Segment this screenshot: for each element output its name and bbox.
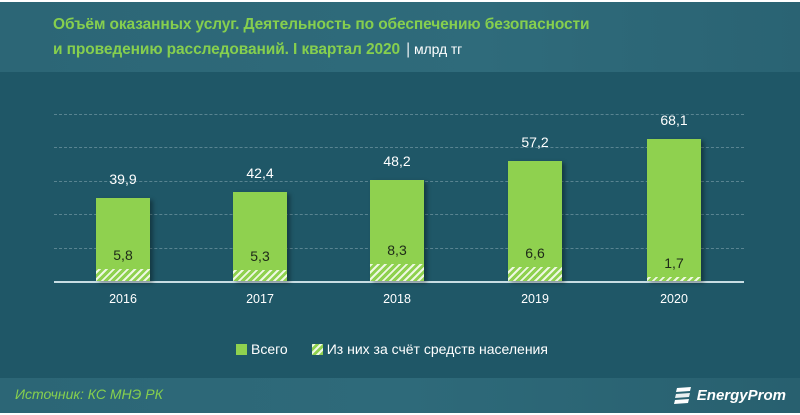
gridline — [54, 113, 744, 115]
energyprom-logo-icon — [673, 387, 691, 404]
bar-total — [508, 161, 562, 281]
total-value-label: 68,1 — [660, 111, 688, 128]
brand: EnergyProm — [673, 384, 786, 406]
bar-population-segment — [647, 277, 701, 281]
population-value-label: 1,7 — [664, 255, 684, 271]
legend-label-population: Из них за счёт средств населения — [326, 341, 548, 357]
bar-population-segment — [370, 263, 424, 281]
solid-swatch-icon — [236, 343, 247, 355]
x-tick-label: 2016 — [109, 292, 137, 306]
bar-total — [233, 192, 287, 281]
population-value-label: 8,3 — [387, 241, 407, 258]
unit-label: млрд тг — [414, 41, 463, 57]
total-value-label: 39,9 — [109, 170, 137, 187]
source-text: Источник: КС МНЭ РК — [15, 386, 163, 402]
chart-header: Объём оказанных услуг. Деятельность по о… — [0, 2, 800, 72]
hatched-swatch-icon — [311, 343, 323, 355]
unit-separator: | — [406, 41, 411, 58]
population-value-label: 5,8 — [113, 246, 133, 263]
brand-name: EnergyProm — [696, 386, 786, 404]
bar-population-segment — [233, 269, 287, 281]
x-tick-label: 2019 — [521, 292, 549, 306]
title-line-1: Объём оказанных услуг. Деятельность по о… — [53, 16, 590, 33]
x-tick-label: 2020 — [660, 292, 688, 306]
legend-item-population: Из них за счёт средств населения — [311, 341, 548, 357]
bar-population-segment — [96, 268, 150, 281]
chart-footer: Источник: КС МНЭ РК EnergyProm — [0, 378, 800, 413]
bar-total — [96, 197, 150, 281]
chart-title: Объём оказанных услуг. Деятельность по о… — [53, 13, 773, 62]
legend-label-total: Всего — [251, 341, 288, 357]
population-value-label: 6,6 — [525, 245, 545, 262]
total-value-label: 48,2 — [383, 153, 411, 170]
total-value-label: 42,4 — [246, 165, 274, 182]
total-value-label: 57,2 — [521, 134, 549, 151]
legend-item-total: Всего — [236, 341, 288, 357]
legend: Всего Из них за счёт средств населения — [236, 340, 548, 358]
bar-population-segment — [508, 267, 562, 281]
x-tick-label: 2018 — [383, 292, 411, 306]
x-tick-label: 2017 — [246, 292, 274, 306]
bar-total — [370, 180, 424, 281]
title-line-2: и проведению расследований. I квартал 20… — [53, 41, 401, 58]
bar-total — [647, 138, 701, 281]
x-axis-line — [54, 281, 744, 283]
gridline — [54, 147, 744, 149]
population-value-label: 5,3 — [250, 247, 270, 264]
